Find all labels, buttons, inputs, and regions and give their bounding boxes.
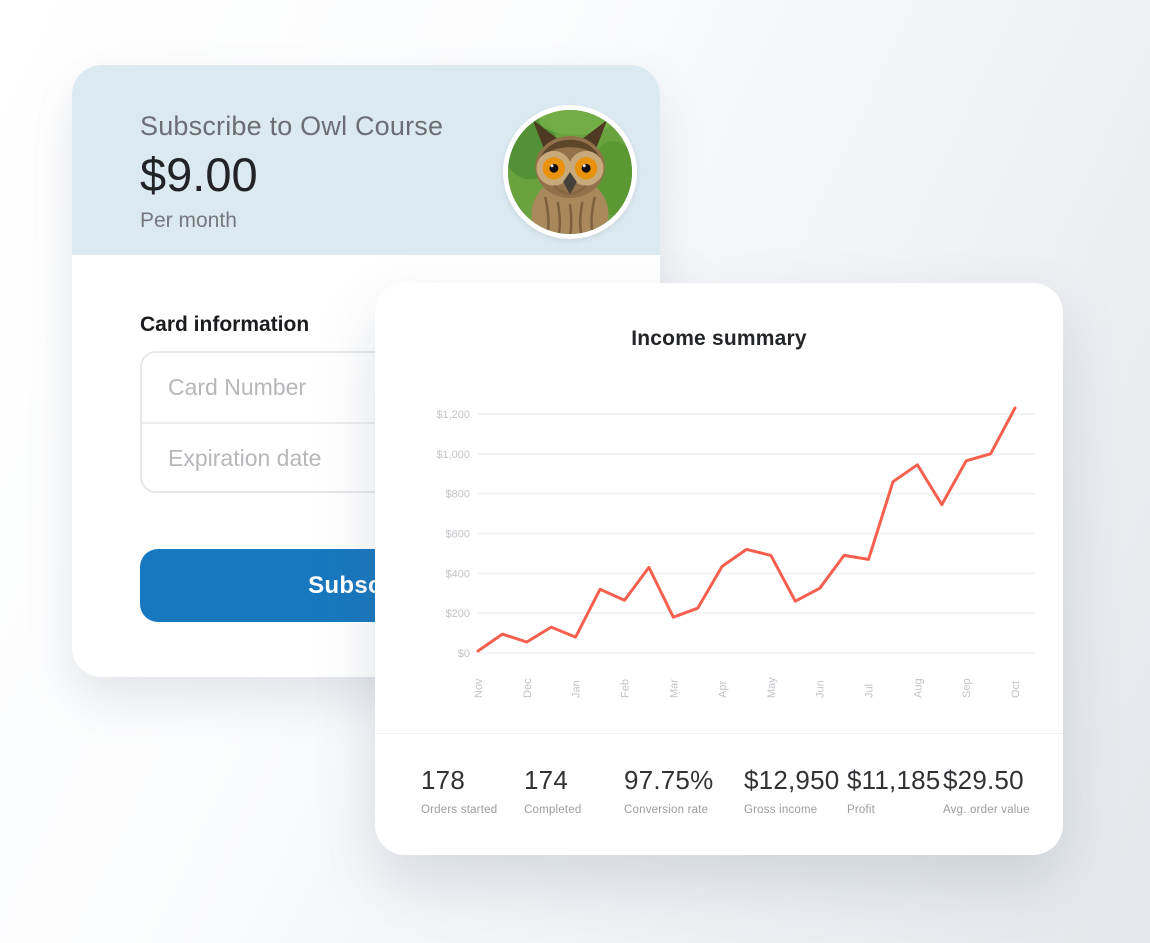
stat-label: Profit — [847, 804, 876, 816]
plan-title: Subscribe to Owl Course — [140, 111, 444, 141]
income-summary-card: Income summary $0 $200 $400 $600 $800 $1,000 $… — [375, 283, 1063, 855]
x-axis-tick-label: Aug — [912, 678, 924, 698]
owl-image — [508, 110, 632, 234]
stat-label: Conversion rate — [624, 804, 709, 816]
income-line-series — [476, 406, 1017, 653]
income-line-chart: $0 $200 $400 $600 $800 $1,000 $1,200 Nov Dec Jan F… — [436, 406, 1035, 698]
y-axis-tick-label: $400 — [446, 568, 470, 580]
subscribe-card: Subscribe to Owl Course $9.00 Per month — [72, 65, 660, 677]
x-axis-tick-label: Nov — [473, 678, 485, 698]
x-axis-tick-label: Jan — [571, 680, 583, 698]
owl-avatar — [503, 105, 637, 239]
plan-header: Subscribe to Owl Course $9.00 Per month — [72, 65, 660, 255]
stat-label: Completed — [524, 804, 582, 816]
x-axis-tick-label: Feb — [619, 679, 631, 698]
y-axis-tick-label: $1,000 — [436, 449, 470, 461]
x-axis-tick-label: May — [766, 677, 778, 698]
x-axis-tick-label: Oct — [1010, 681, 1022, 698]
y-axis-tick-label: $200 — [446, 608, 470, 620]
stat-profit: $11,185 Profit — [847, 765, 943, 816]
income-summary-title: Income summary — [631, 327, 807, 350]
x-axis-tick-label: Jul — [864, 684, 876, 698]
stat-value: $12,950 — [744, 765, 840, 795]
stat-completed: 174 Completed — [524, 765, 624, 816]
stat-label: Gross income — [744, 804, 818, 816]
stat-value: $11,185 — [847, 765, 941, 795]
input-divider — [142, 422, 593, 424]
stat-gross-income: $12,950 Gross income — [744, 765, 847, 816]
stats-divider — [375, 733, 1063, 734]
y-axis-tick-label: $0 — [458, 648, 470, 660]
stat-orders-started: 178 Orders started — [421, 765, 524, 816]
x-axis-tick-label: Sep — [961, 678, 973, 698]
stat-value: 97.75% — [624, 765, 714, 795]
stats-row: 178 Orders started 174 Completed 97.75% … — [375, 765, 1063, 816]
stat-value: 178 — [421, 765, 465, 795]
stat-value: $29.50 — [943, 765, 1024, 795]
stat-conversion-rate: 97.75% Conversion rate — [624, 765, 744, 816]
y-axis-tick-label: $800 — [446, 489, 470, 501]
plan-price: $9.00 — [140, 148, 258, 201]
x-axis-tick-label: Apr — [717, 681, 729, 698]
x-axis-tick-label: Dec — [522, 678, 534, 698]
stat-avg-order-value: $29.50 Avg. order value — [943, 765, 1030, 816]
x-axis-tick-label: Mar — [668, 679, 680, 698]
y-axis-tick-label: $600 — [446, 529, 470, 541]
card-information-heading: Card information — [140, 313, 310, 336]
x-axis-tick-label: Jun — [815, 680, 827, 698]
stat-value: 174 — [524, 765, 568, 795]
y-axis-tick-label: $1,200 — [436, 409, 470, 421]
plan-period: Per month — [140, 209, 237, 232]
stat-label: Avg. order value — [943, 804, 1030, 816]
stat-label: Orders started — [421, 804, 498, 816]
